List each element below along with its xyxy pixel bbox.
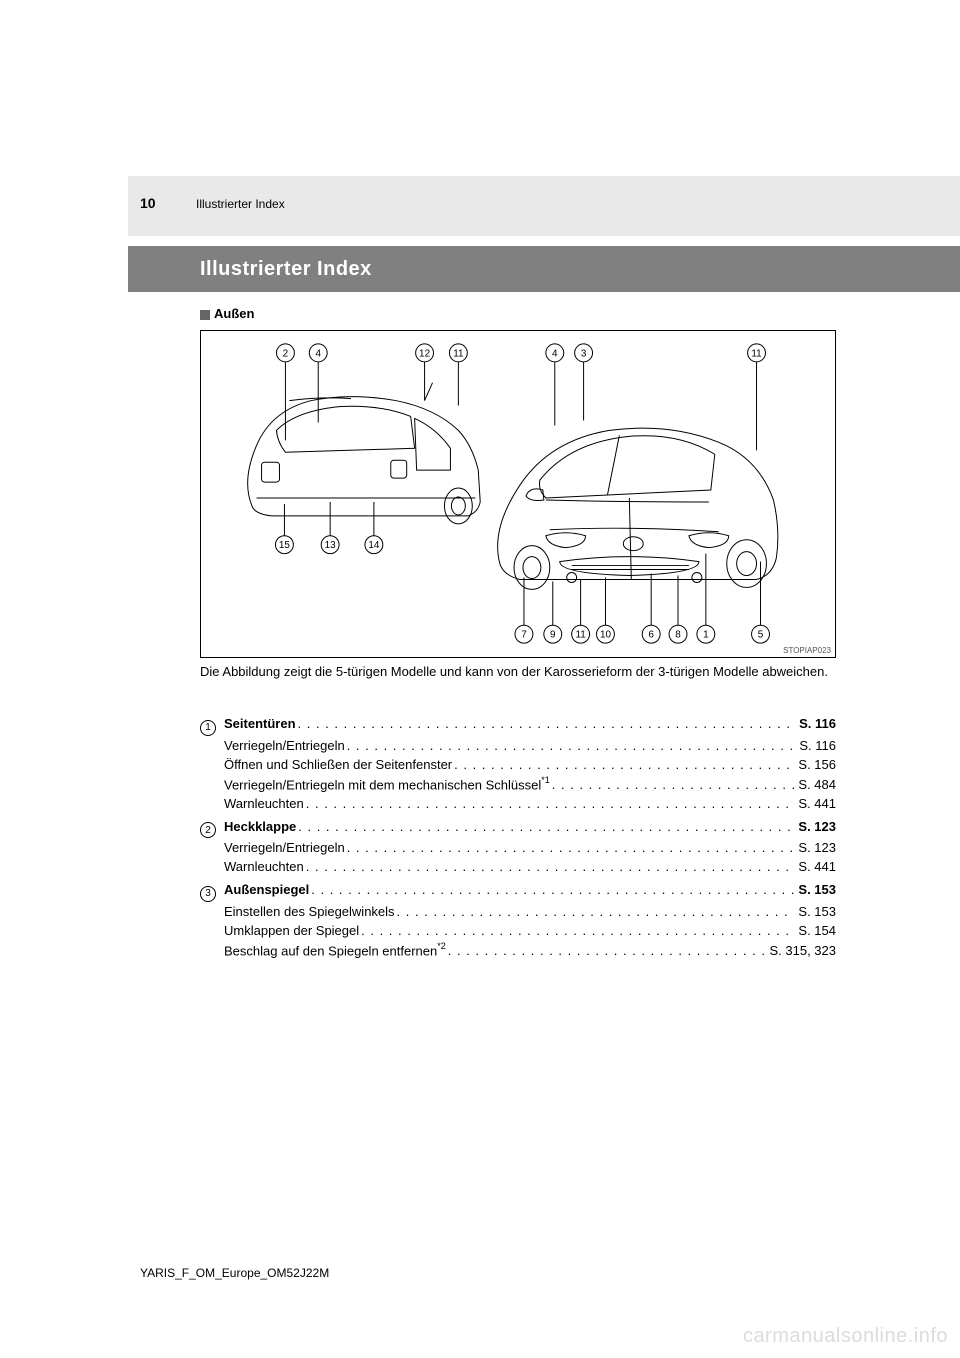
leader-dots	[306, 859, 795, 874]
entry-title: Seitentüren	[224, 716, 296, 731]
entry-sub-label: Verriegeln/Entriegeln mit dem mechanisch…	[224, 776, 550, 792]
svg-text:13: 13	[325, 540, 337, 551]
entry-sub-label: Beschlag auf den Spiegeln entfernen*2	[224, 942, 446, 958]
entry-sub-page: S. 116	[799, 738, 836, 753]
leader-dots	[347, 840, 795, 855]
index-entry: 2Heckklappe S. 123Verriegeln/Entriegeln …	[200, 819, 836, 875]
entry-sub-page: S. 484	[798, 777, 836, 792]
entry-title-line: Heckklappe S. 123	[224, 819, 836, 834]
entry-sub-label: Warnleuchten	[224, 859, 304, 874]
entry-number-circle: 2	[200, 822, 216, 838]
image-code: STOPIAP023	[783, 646, 831, 655]
entry-number-circle: 3	[200, 886, 216, 902]
svg-text:11: 11	[453, 348, 464, 359]
entry-title-page: S. 123	[798, 819, 836, 834]
leader-dots	[298, 716, 796, 731]
entry-sub-row: Warnleuchten S. 441	[224, 859, 836, 874]
entry-title-page: S. 116	[799, 716, 836, 731]
index-entry: 3Außenspiegel S. 153Einstellen des Spieg…	[200, 882, 836, 958]
svg-text:3: 3	[581, 348, 587, 359]
svg-text:9: 9	[550, 630, 556, 641]
entry-title-row: 1 Seitentüren S. 116	[200, 716, 836, 734]
entry-sub-label: Verriegeln/Entriegeln	[224, 840, 345, 855]
svg-text:2: 2	[283, 348, 289, 359]
page-number: 10	[140, 195, 156, 211]
diagram-caption: Die Abbildung zeigt die 5-türigen Modell…	[200, 662, 836, 682]
entry-sub-row: Verriegeln/Entriegeln mit dem mechanisch…	[224, 776, 836, 792]
entry-title-line: Seitentüren S. 116	[224, 716, 836, 731]
index-entries: 1Seitentüren S. 116Verriegeln/Entriegeln…	[200, 708, 836, 962]
entry-title-row: 2 Heckklappe S. 123	[200, 819, 836, 837]
svg-text:11: 11	[575, 630, 586, 641]
header-section-label: Illustrierter Index	[196, 197, 285, 211]
entry-sub-page: S. 154	[798, 923, 836, 938]
section-label: Außen	[200, 306, 254, 321]
leader-dots	[361, 923, 794, 938]
entry-sub-row: Warnleuchten S. 441	[224, 796, 836, 811]
page-title: Illustrierter Index	[200, 258, 372, 281]
entry-sub-page: S. 315, 323	[770, 943, 837, 958]
entry-title-line: Außenspiegel S. 153	[224, 882, 836, 897]
svg-text:12: 12	[419, 348, 431, 359]
svg-text:15: 15	[279, 540, 291, 551]
index-entry: 1Seitentüren S. 116Verriegeln/Entriegeln…	[200, 716, 836, 811]
svg-text:5: 5	[758, 630, 764, 641]
entry-sub-row: Beschlag auf den Spiegeln entfernen*2 S.…	[224, 942, 836, 958]
svg-text:4: 4	[315, 348, 321, 359]
entry-sub-row: Verriegeln/Entriegeln S. 123	[224, 840, 836, 855]
entry-sub-row: Öffnen und Schließen der Seitenfenster S…	[224, 757, 836, 772]
vehicle-diagram: 24121143111513147911106815 STOPIAP023	[200, 330, 836, 658]
leader-dots	[306, 796, 795, 811]
entry-sub-page: S. 153	[798, 904, 836, 919]
entry-title-row: 3 Außenspiegel S. 153	[200, 882, 836, 900]
leader-dots	[454, 757, 794, 772]
leader-dots	[311, 882, 794, 897]
svg-text:1: 1	[703, 630, 709, 641]
entry-sub-page: S. 441	[798, 859, 836, 874]
entry-sub-label: Umklappen der Spiegel	[224, 923, 359, 938]
entry-number-circle: 1	[200, 720, 216, 736]
entry-sub-row: Verriegeln/Entriegeln S. 116	[224, 738, 836, 753]
svg-text:14: 14	[368, 540, 380, 551]
leader-dots	[347, 738, 796, 753]
svg-text:6: 6	[648, 630, 654, 641]
entry-sub-label: Einstellen des Spiegelwinkels	[224, 904, 395, 919]
watermark: carmanualsonline.info	[743, 1325, 948, 1348]
svg-text:11: 11	[751, 348, 762, 359]
entry-title-page: S. 153	[798, 882, 836, 897]
square-bullet-icon	[200, 310, 210, 320]
leader-dots	[448, 943, 766, 958]
entry-sub-label: Warnleuchten	[224, 796, 304, 811]
entry-title: Heckklappe	[224, 819, 296, 834]
entry-sub-page: S. 156	[798, 757, 836, 772]
svg-text:7: 7	[521, 630, 527, 641]
vehicle-diagram-svg: 24121143111513147911106815	[201, 331, 835, 657]
entry-sub-page: S. 123	[798, 840, 836, 855]
entry-sub-page: S. 441	[798, 796, 836, 811]
entry-sub-row: Umklappen der Spiegel S. 154	[224, 923, 836, 938]
title-bar: Illustrierter Index	[128, 246, 960, 292]
leader-dots	[552, 777, 795, 792]
leader-dots	[298, 819, 794, 834]
entry-sub-label: Öffnen und Schließen der Seitenfenster	[224, 757, 452, 772]
entry-sub-label: Verriegeln/Entriegeln	[224, 738, 345, 753]
section-label-text: Außen	[214, 306, 254, 321]
svg-text:10: 10	[600, 630, 612, 641]
entry-title: Außenspiegel	[224, 882, 309, 897]
leader-dots	[397, 904, 795, 919]
svg-text:8: 8	[675, 630, 681, 641]
entry-sub-row: Einstellen des Spiegelwinkels S. 153	[224, 904, 836, 919]
svg-text:4: 4	[552, 348, 558, 359]
footer-doc-id: YARIS_F_OM_Europe_OM52J22M	[140, 1266, 329, 1280]
